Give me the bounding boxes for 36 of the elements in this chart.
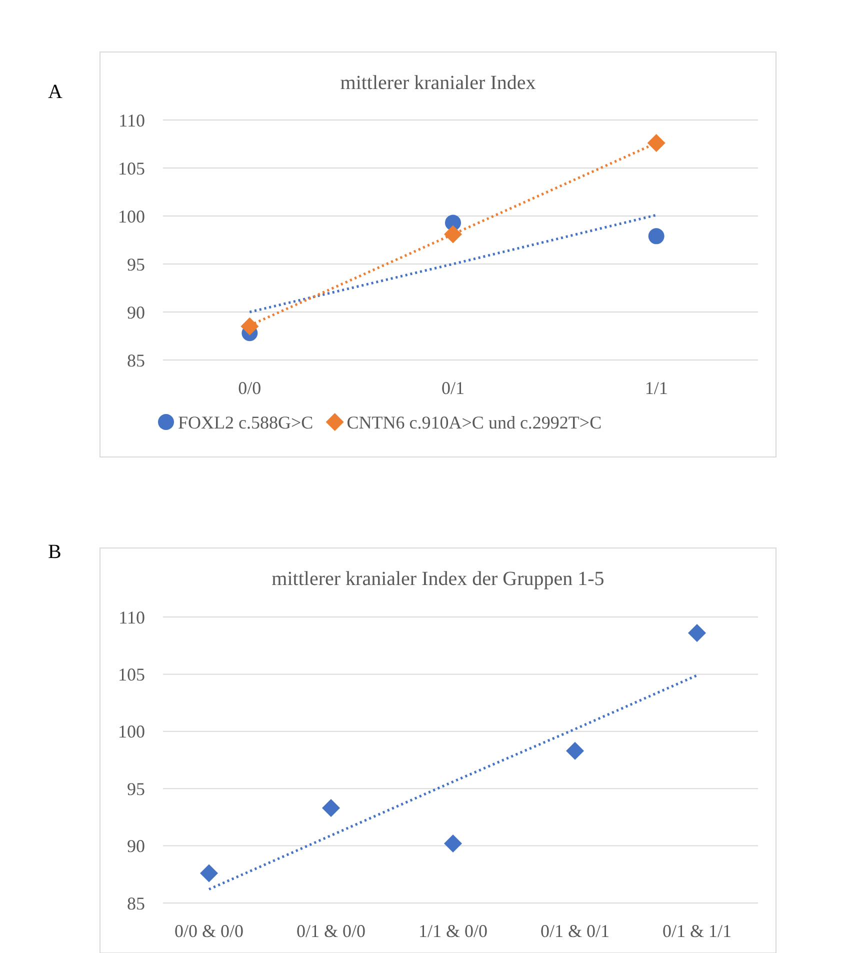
y-tick-label: 100 <box>118 722 145 742</box>
point <box>444 225 462 244</box>
point <box>322 799 340 818</box>
y-tick-label: 90 <box>127 302 145 322</box>
x-tick-label: 0/0 & 0/0 <box>174 921 244 941</box>
x-tick-label: 0/1 & 0/0 <box>296 921 366 941</box>
point <box>688 624 706 642</box>
point <box>444 834 462 853</box>
y-tick-label: 105 <box>118 664 145 684</box>
y-tick-label: 95 <box>127 254 145 274</box>
x-tick-label: 0/1 <box>441 378 465 398</box>
point <box>648 228 664 244</box>
y-tick-label: 100 <box>118 206 145 226</box>
x-tick-label: 1/1 & 0/0 <box>418 921 488 941</box>
y-tick-label: 90 <box>127 836 145 856</box>
point <box>240 317 259 336</box>
x-tick-label: 0/0 <box>238 378 262 398</box>
y-tick-label: 105 <box>118 158 145 178</box>
y-tick-label: 85 <box>127 350 145 370</box>
y-tick-label: 95 <box>127 778 145 799</box>
legend-label: CNTN6 c.910A>C und c.2992T>C <box>346 412 602 432</box>
x-tick-label: 0/1 & 0/1 <box>540 921 610 941</box>
point <box>647 134 666 152</box>
x-tick-label: 0/1 & 1/1 <box>662 921 732 941</box>
text: A <box>48 81 63 103</box>
point <box>566 742 584 760</box>
y-tick-label: 110 <box>118 607 145 628</box>
chart-title: mittlerer kranialer Index <box>340 72 536 94</box>
point <box>200 864 218 882</box>
y-tick-label: 110 <box>118 110 145 130</box>
line-series <box>208 674 698 891</box>
x-tick-label: 1/1 <box>644 378 668 398</box>
y-tick-label: 85 <box>127 893 145 914</box>
legend-label: FOXL2 c.588G>C <box>178 412 314 432</box>
text: B <box>48 541 62 563</box>
chart-title: mittlerer kranialer Index der Gruppen 1-5 <box>272 568 604 590</box>
